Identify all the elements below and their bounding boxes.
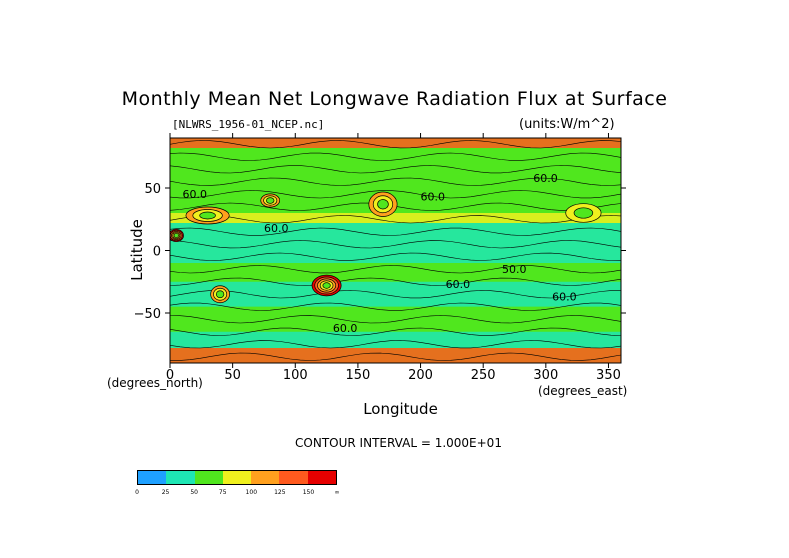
colorbar-box-0	[138, 471, 167, 484]
contour-line-6	[170, 215, 621, 224]
contour-label-0: 60.0	[264, 222, 289, 235]
contour-line-3	[170, 177, 621, 186]
y-axis-label: Latitude	[127, 219, 146, 281]
lat-band-8	[170, 331, 621, 348]
contour-line-16	[170, 340, 621, 349]
units-label: (units:W/m^2)	[519, 117, 615, 132]
contour-line-2	[170, 165, 621, 174]
anomaly-0-ring-2	[173, 233, 179, 238]
colorbar-label-7: ∞	[334, 489, 340, 496]
contour-line-12	[170, 290, 621, 299]
colorbar	[137, 470, 337, 485]
chart-title: Monthly Mean Net Longwave Radiation Flux…	[121, 88, 668, 110]
contour-line-7	[170, 227, 621, 236]
contour-label-7: 60.0	[421, 191, 446, 204]
colorbar-label-0: 0	[135, 489, 139, 496]
contour-line-9	[170, 252, 621, 261]
colorbar-box-4	[251, 471, 280, 484]
lat-band-6	[170, 281, 621, 307]
anomaly-1-ring-2	[322, 282, 331, 289]
colorbar-label-5: 125	[274, 489, 286, 496]
map-field: 60.0 60.0 60.0 60.0 60.0 60.0 50.0 60.0	[170, 138, 621, 363]
contour-interval: CONTOUR INTERVAL = 1.000E+01	[295, 436, 502, 450]
lat-band-9	[170, 348, 621, 363]
x-tick-label-2: 100	[283, 368, 308, 383]
x-tick-label-5: 250	[471, 368, 496, 383]
y-tick-label-0: 50	[144, 182, 161, 197]
contour-line-0	[170, 140, 621, 149]
contour-label-2: 60.0	[333, 322, 358, 335]
contour-line-15	[170, 327, 621, 336]
colorbar-box-1	[166, 471, 195, 484]
colorbar-label-1: 25	[161, 489, 170, 496]
y-tick-label-1: 0	[153, 245, 161, 260]
x-tick-label-7: 350	[596, 368, 621, 383]
axis-ticks: 0 50 100 150 200 250 300 350 50 0 −50	[134, 133, 626, 383]
contour-line-10	[170, 265, 621, 274]
lat-band-4	[170, 223, 621, 263]
contour-line-11	[170, 277, 621, 286]
lat-band-7	[170, 306, 621, 332]
contour-line-17	[170, 352, 621, 361]
anomaly-2-ring-2	[377, 199, 389, 210]
contour-label-3: 60.0	[552, 291, 577, 304]
x-tick-label-6: 300	[533, 368, 558, 383]
contour-label-1: 60.0	[183, 188, 208, 201]
colorbar-box-6	[307, 471, 336, 484]
x-tick-label-0: 0	[166, 368, 174, 383]
colorbar-label-2: 50	[190, 489, 198, 496]
x-tick-label-1: 50	[224, 368, 241, 383]
anomaly-6-ring-2	[215, 290, 225, 299]
x-tick-label-3: 150	[346, 368, 371, 383]
contour-label-5: 60.0	[446, 278, 471, 291]
contour-label-6: 50.0	[502, 263, 526, 276]
lat-band-1	[170, 148, 621, 176]
contour-line-8	[170, 240, 621, 249]
colorbar-label-4: 100	[245, 489, 258, 496]
y-tick-label-2: −50	[134, 307, 161, 322]
lat-band-3	[170, 213, 621, 223]
colorbar-box-5	[279, 471, 308, 484]
y-unit-note: (degrees_north)	[107, 376, 203, 390]
anomaly-3-ring-2	[266, 197, 275, 204]
anomaly-5-ring-2	[573, 207, 594, 219]
anomaly-4-ring-2	[199, 211, 216, 220]
x-tick-label-4: 200	[408, 368, 433, 383]
colorbar-box-3	[222, 471, 252, 484]
colorbar-label-3: 75	[218, 489, 227, 496]
file-label: [NLWRS_1956-01_NCEP.nc]	[172, 118, 325, 131]
x-unit-note: (degrees_east)	[538, 384, 628, 398]
contour-line-1	[170, 152, 621, 161]
lat-band-0	[170, 138, 621, 148]
contour-line-14	[170, 315, 621, 324]
colorbar-box-2	[194, 471, 223, 484]
contour-line-13	[170, 302, 621, 311]
colorbar-label-6: 150	[302, 489, 315, 496]
contour-label-4: 60.0	[533, 172, 558, 185]
x-axis-label: Longitude	[363, 400, 438, 418]
contour-line-4	[170, 190, 621, 199]
